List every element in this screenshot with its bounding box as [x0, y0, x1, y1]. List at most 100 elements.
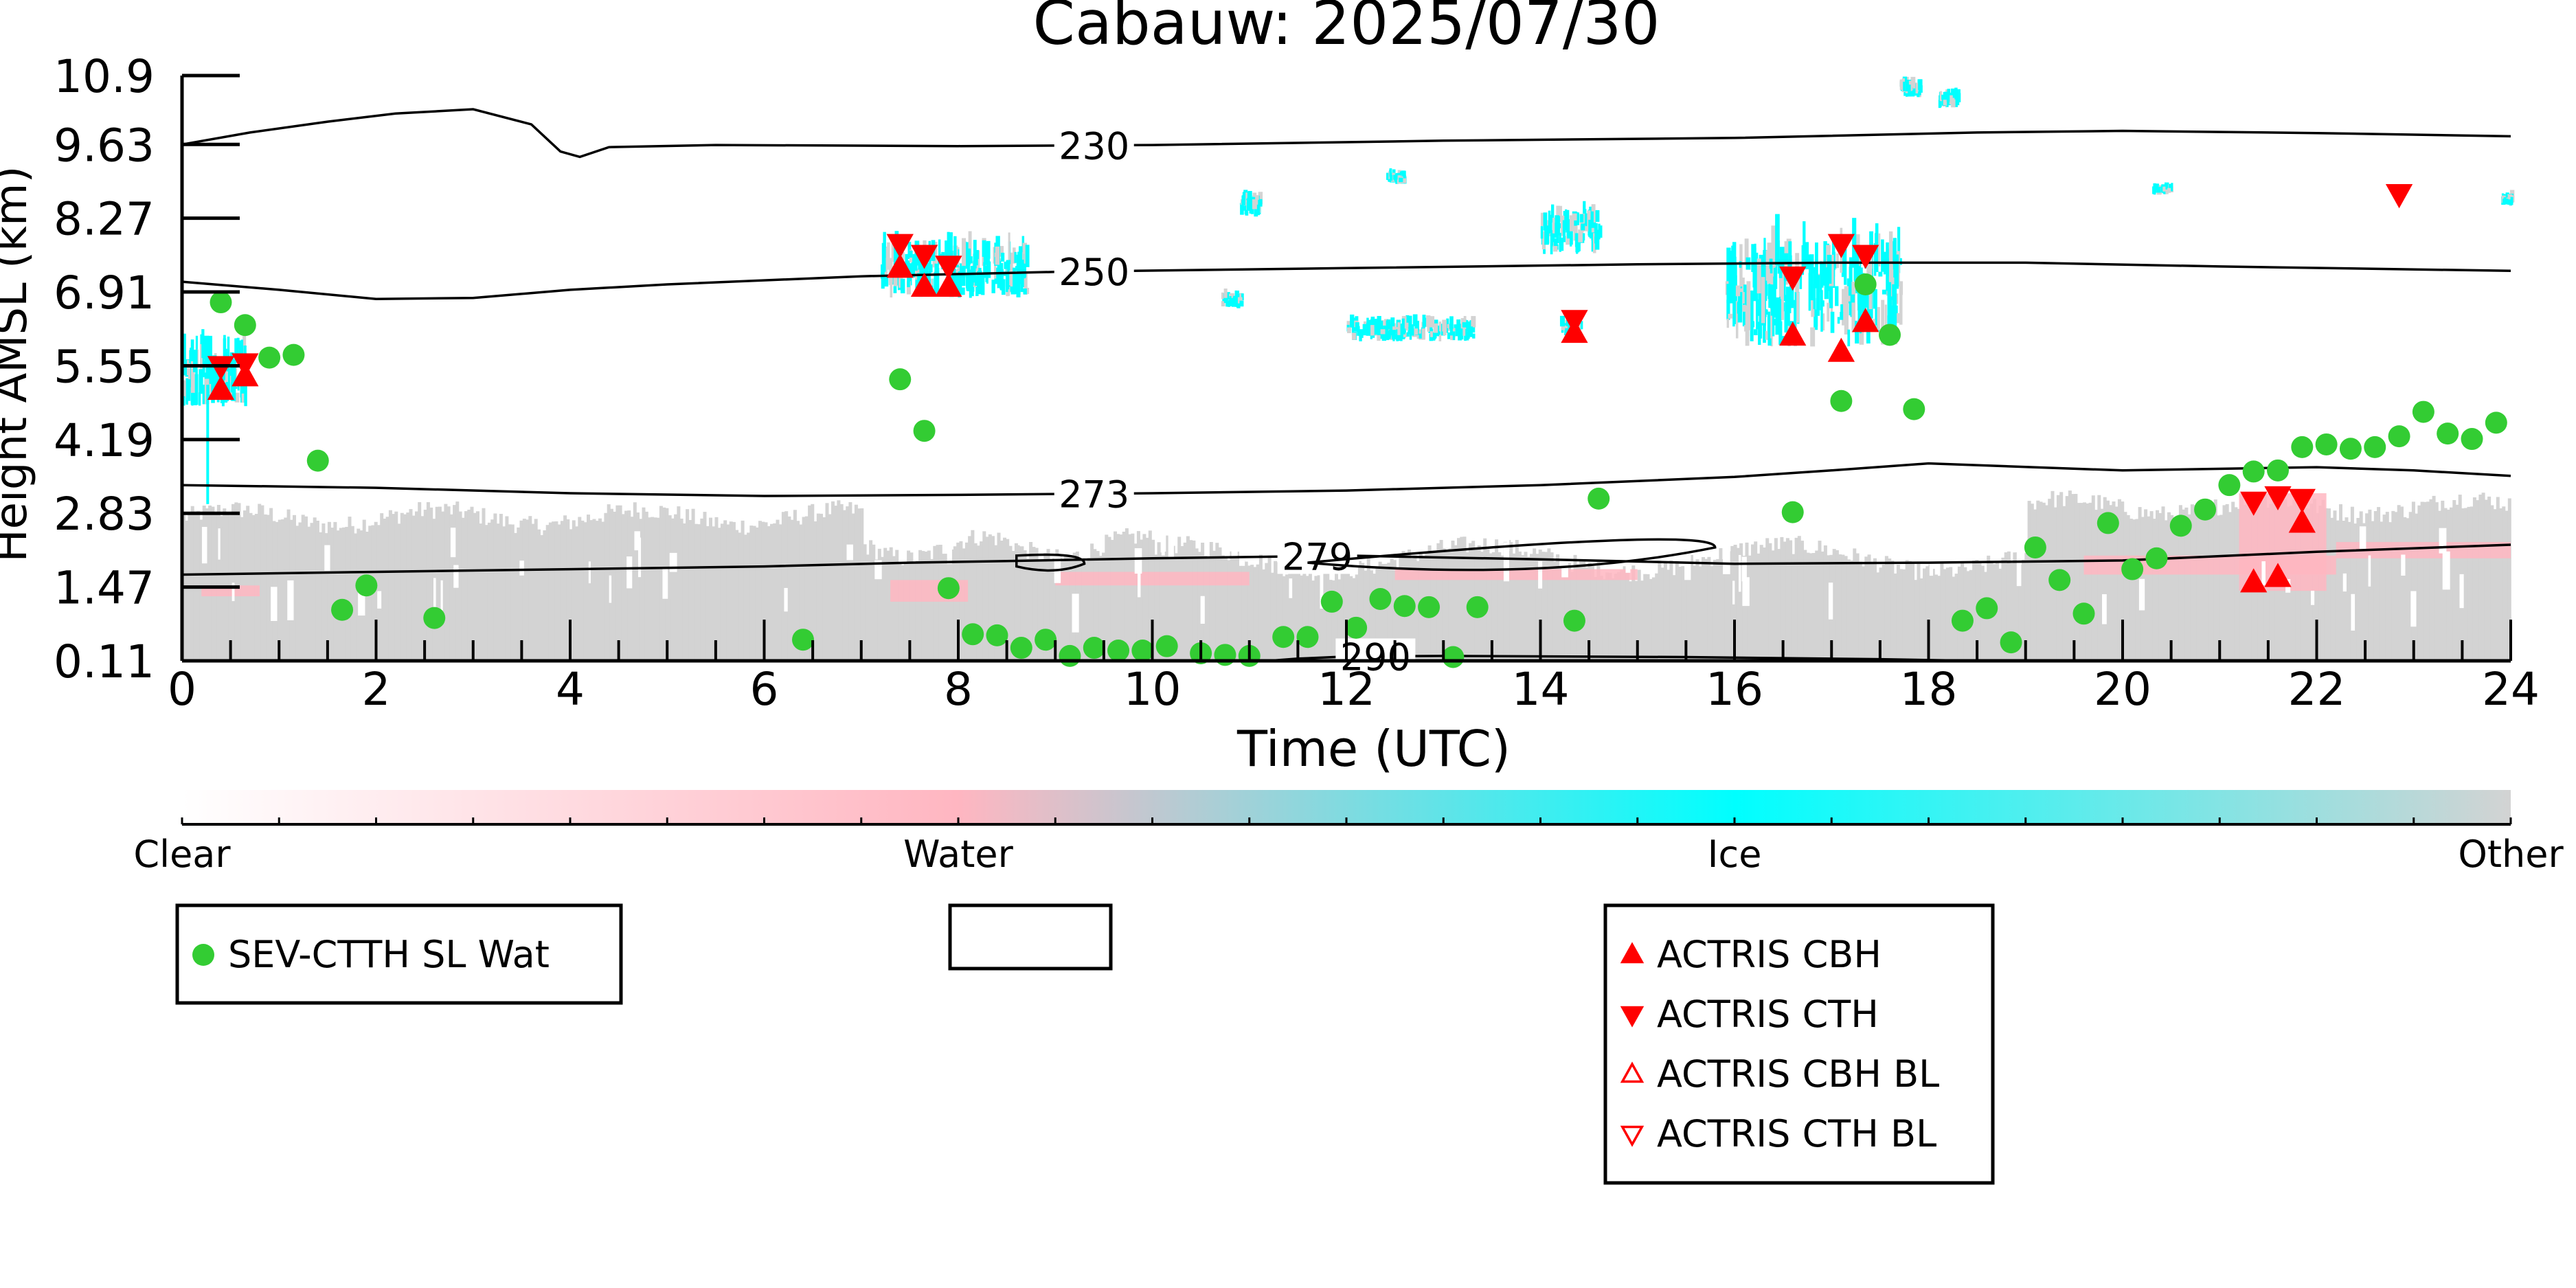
sev-point-2 [258, 346, 281, 369]
sev-point-41 [1976, 597, 1998, 620]
cth-point-2 [886, 234, 914, 258]
sev-point-5 [331, 598, 354, 621]
y-axis-label: Height AMSL (km) [0, 166, 37, 563]
sev-point-38 [1879, 324, 1901, 346]
sev-point-20 [1155, 635, 1178, 657]
sev-point-57 [2364, 436, 2386, 458]
sev-point-51 [2218, 474, 2241, 497]
colorbar-label-ice: Ice [1708, 833, 1762, 876]
contour-250 [181, 261, 2511, 301]
y-tick-label-2: 2.83 [54, 488, 155, 541]
sev-point-42 [2000, 631, 2022, 654]
contour-label-250: 250 [1059, 251, 1129, 294]
temperature-contours: 230 250 273 279 290 [181, 108, 2511, 679]
sev-point-13 [986, 624, 1008, 646]
contour-230 [181, 108, 2511, 159]
contour-label-273: 273 [1059, 473, 1129, 517]
sev-point-11 [937, 577, 960, 600]
legend-empty-box [948, 903, 1113, 971]
sev-point-16 [1059, 644, 1081, 667]
cbh-point-0 [207, 375, 235, 400]
sev-point-17 [1083, 637, 1105, 659]
sev-point-19 [1131, 639, 1154, 662]
y-tick-label-5: 6.91 [54, 267, 155, 319]
legend-actris-label-1: ACTRIS CTH [1657, 993, 1879, 1036]
colorbar-label-clear: Clear [133, 833, 231, 876]
y-tick-label-6: 8.27 [54, 193, 155, 246]
sev-point-40 [1951, 609, 1974, 632]
sev-point-47 [2121, 558, 2144, 580]
sev-point-3 [282, 343, 305, 366]
cth-point-12 [2385, 184, 2413, 209]
y-tick-label-3: 4.19 [54, 414, 155, 467]
sev-point-62 [2485, 411, 2507, 434]
cbh-point-4 [935, 272, 962, 297]
sev-point-44 [2048, 569, 2071, 591]
sev-point-39 [1903, 398, 1925, 420]
x-axis-label: Time (UTC) [1236, 720, 1511, 778]
sev-point-8 [792, 629, 814, 651]
cbh-point-9 [2240, 568, 2268, 593]
x-tick-label-10: 20 [2094, 663, 2151, 716]
legend-actris-marker-3 [1620, 1125, 1645, 1147]
sev-point-49 [2169, 515, 2192, 537]
colorbar-label-other: Other [2458, 833, 2564, 876]
x-tick-label-8: 16 [1706, 663, 1763, 716]
sev-point-24 [1272, 626, 1295, 648]
chart-title: Cabauw: 2025/07/30 [1033, 0, 1660, 58]
sev-point-37 [1854, 273, 1877, 296]
cbh-point-8 [1852, 308, 1879, 332]
sev-point-4 [306, 449, 329, 472]
legend-actris-label-0: ACTRIS CBH [1657, 933, 1882, 976]
sev-point-54 [2291, 436, 2314, 458]
legend-actris-marker-0 [1620, 942, 1645, 964]
sev-point-43 [2024, 536, 2046, 558]
legend-actris-marker-1 [1620, 1006, 1645, 1028]
legend-sev-marker [192, 944, 214, 966]
sev-point-7 [423, 607, 446, 629]
cth-point-4 [935, 256, 962, 280]
sev-point-56 [2339, 438, 2362, 460]
sev-point-32 [1466, 596, 1489, 618]
sev-point-15 [1035, 629, 1057, 651]
cth-point-7 [1827, 234, 1855, 258]
y-tick-label-4: 5.55 [54, 340, 155, 393]
x-tick-label-1: 2 [362, 663, 391, 716]
colorbar: Clear Water Ice Other [133, 790, 2564, 876]
cth-point-11 [2288, 488, 2316, 513]
sev-point-59 [2412, 400, 2434, 423]
x-tick-label-7: 14 [1512, 663, 1570, 716]
cth-point-0 [207, 356, 235, 381]
sev-point-45 [2072, 602, 2095, 625]
x-tick-label-11: 22 [2288, 663, 2346, 716]
sev-point-33 [1563, 609, 1585, 632]
y-tick-label-0: 0.11 [54, 635, 155, 688]
sev-point-18 [1107, 639, 1130, 662]
x-tick-label-3: 6 [750, 663, 779, 716]
x-tick-label-12: 24 [2482, 663, 2540, 716]
legend-sev-label: SEV-CTTH SL Wat [228, 933, 550, 976]
plot-area: 230 250 273 279 290 [181, 76, 2515, 679]
x-tick-label-0: 0 [168, 663, 196, 716]
x-tick-label-6: 12 [1318, 663, 1375, 716]
contour-label-290: 290 [1340, 635, 1411, 679]
legend-sev: SEV-CTTH SL Wat [175, 903, 623, 1005]
sev-point-58 [2388, 425, 2410, 448]
contour-279 [181, 543, 2511, 576]
cbh-point-3 [910, 272, 938, 297]
x-tick-label-9: 18 [1900, 663, 1958, 716]
sev-point-27 [1345, 616, 1368, 639]
sev-point-28 [1369, 587, 1392, 610]
contour-label-230: 230 [1059, 125, 1129, 168]
sev-point-46 [2097, 512, 2119, 534]
sev-point-26 [1320, 590, 1343, 613]
cbh-point-11 [2288, 508, 2316, 533]
sev-point-52 [2242, 460, 2265, 483]
sev-point-36 [1830, 389, 1853, 412]
sev-point-9 [889, 368, 912, 391]
sev-point-12 [962, 623, 984, 646]
cth-point-5 [1561, 310, 1588, 335]
cbh-point-6 [1779, 321, 1807, 346]
